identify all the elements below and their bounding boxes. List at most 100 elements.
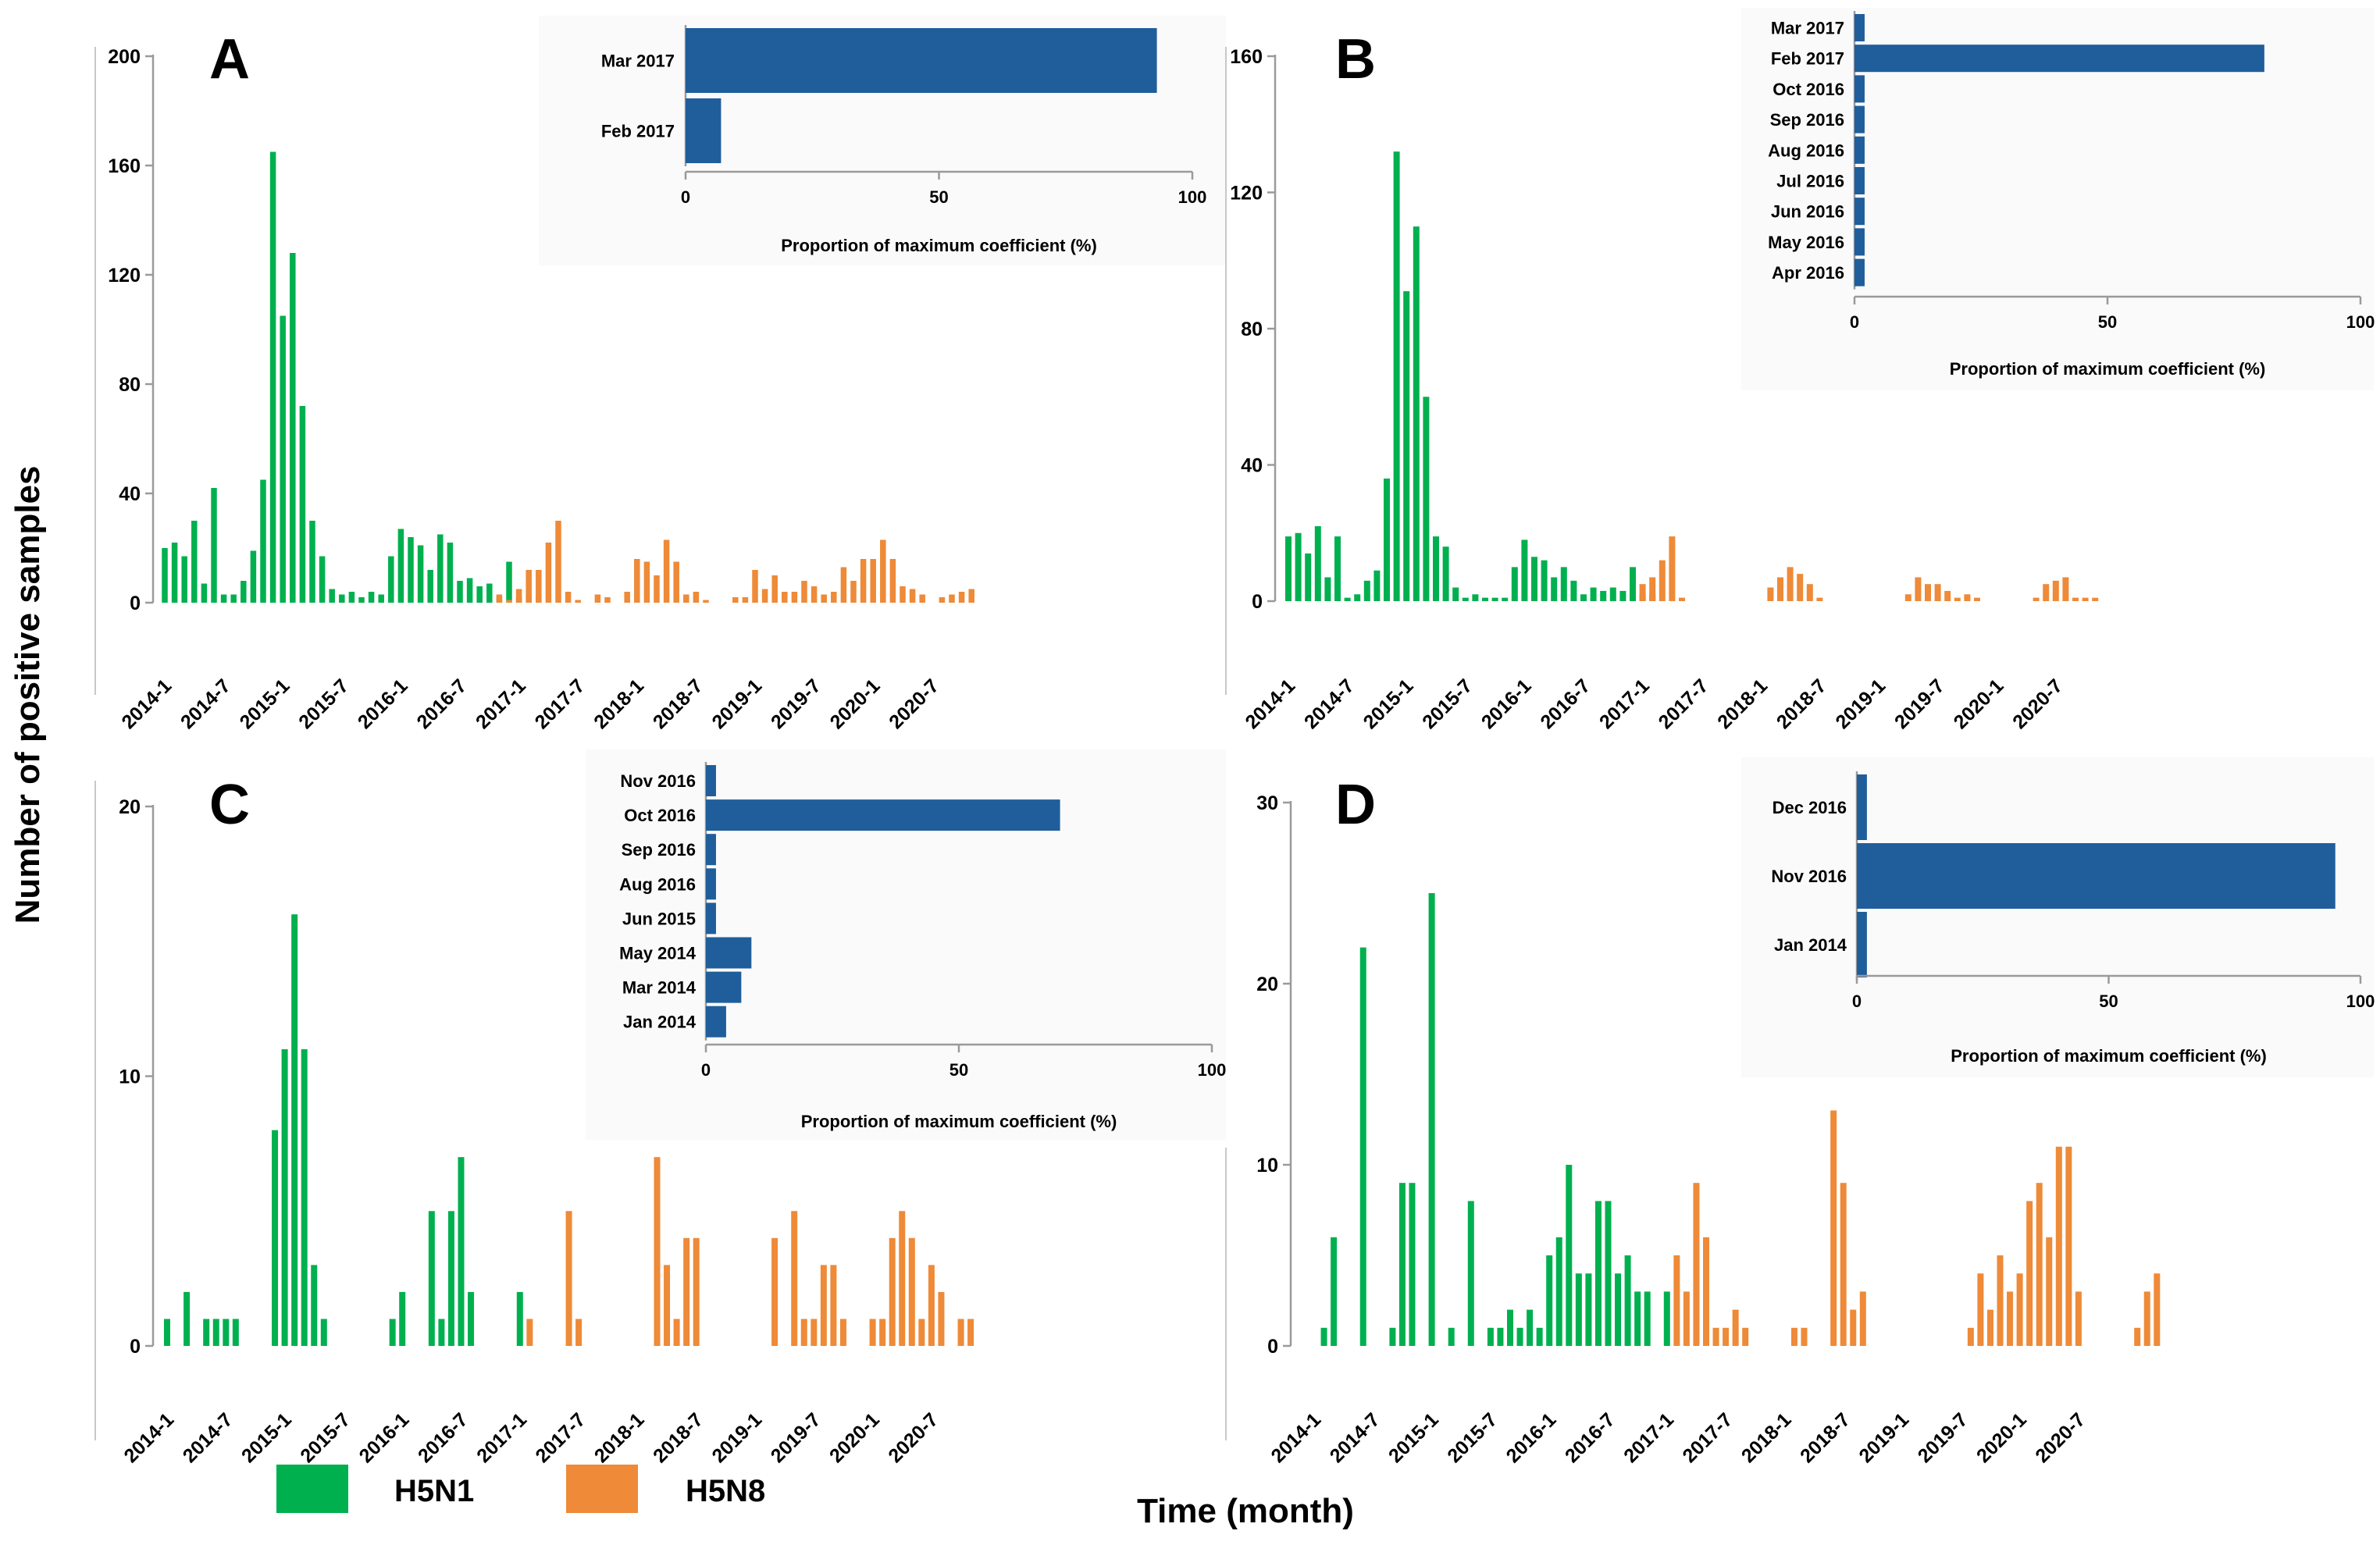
x-tick-label: 2020-7	[2031, 1408, 2090, 1467]
bar-h5n1	[1334, 536, 1341, 601]
bar-h5n8	[958, 592, 965, 603]
inset-x-tick-label: 50	[2098, 312, 2117, 332]
bar-h5n8	[1915, 577, 1922, 601]
inset-category-label: Jul 2016	[1776, 172, 1844, 191]
bar-h5n1	[311, 1265, 318, 1346]
y-tick-label: 20	[119, 796, 141, 818]
bar-h5n1	[319, 556, 326, 603]
inset-bar	[1857, 912, 1867, 977]
x-tick-label: 2020-1	[826, 675, 885, 733]
bar-h5n1	[1462, 597, 1469, 601]
inset-bar	[1857, 774, 1867, 840]
bar-h5n8	[1787, 567, 1794, 602]
inset-category-label: Oct 2016	[1773, 80, 1844, 99]
bar-h5n8	[654, 1157, 661, 1346]
bar-h5n8	[2075, 1291, 2082, 1346]
bar-h5n8	[555, 521, 561, 603]
bar-h5n8	[545, 543, 552, 603]
x-tick-label: 2020-7	[885, 675, 943, 733]
bar-h5n1	[1560, 567, 1567, 602]
bar-h5n1	[212, 1319, 219, 1346]
y-tick-label: 40	[119, 483, 141, 505]
bar-h5n8	[761, 589, 768, 603]
bar-h5n8	[811, 1319, 818, 1346]
inset-category-label: Feb 2017	[1771, 49, 1844, 69]
bar-h5n1	[1570, 580, 1577, 601]
inset-bar	[706, 868, 716, 900]
y-tick-label: 200	[108, 46, 141, 68]
panel-letter: B	[1335, 28, 1376, 91]
bar-h5n1	[1541, 560, 1548, 601]
x-tick-label: 2020-7	[884, 1408, 942, 1467]
y-tick-label: 0	[1252, 591, 1263, 613]
bar-h5n8	[683, 1237, 690, 1346]
bar-h5n8	[1693, 1183, 1700, 1346]
bar-h5n1	[428, 1211, 435, 1346]
bar-h5n1	[1615, 1273, 1622, 1346]
bar-h5n1	[203, 1319, 210, 1346]
bar-h5n8	[949, 594, 955, 603]
bar-h5n8	[918, 1319, 925, 1346]
bar-h5n8	[889, 1237, 896, 1346]
bar-h5n8	[957, 1319, 964, 1346]
bar-h5n8	[1801, 1327, 1808, 1346]
inset-x-tick-label: 100	[1198, 1060, 1227, 1080]
inset-bar	[1854, 105, 1865, 133]
bar-h5n8	[1816, 597, 1823, 601]
bar-h5n8	[575, 1319, 583, 1346]
bar-h5n8	[2052, 580, 2059, 601]
bar-h5n8	[2036, 1183, 2043, 1346]
bar-h5n1	[417, 545, 424, 603]
bar-h5n1	[339, 594, 345, 603]
bar-h5n1	[250, 550, 257, 603]
x-tick-label: 2014-7	[1326, 1408, 1384, 1467]
bar-h5n8	[1683, 1291, 1690, 1346]
x-tick-label: 2015-7	[296, 1408, 355, 1467]
bar-h5n8	[1659, 560, 1666, 601]
bar-h5n1	[1502, 597, 1509, 601]
bar-h5n8	[2092, 597, 2099, 601]
bar-h5n8	[831, 592, 837, 603]
bar-h5n1	[1531, 557, 1537, 601]
x-tick-label: 2014-1	[1241, 675, 1299, 733]
inset-x-axis-title: Proportion of maximum coefficient (%)	[781, 236, 1097, 255]
inset-category-label: Jan 2014	[1774, 935, 1847, 955]
y-tick-label: 20	[1256, 974, 1278, 995]
bar-h5n8	[1944, 590, 1951, 601]
inset-category-label: Jan 2014	[623, 1013, 697, 1032]
y-tick-label: 0	[1267, 1336, 1278, 1358]
x-tick-label: 2017-1	[1619, 1408, 1678, 1467]
bar-h5n1	[1516, 1327, 1523, 1346]
bar-h5n8	[664, 1265, 671, 1346]
x-tick-label: 2018-1	[1737, 1408, 1796, 1467]
inset-bar	[1854, 14, 1865, 41]
bar-h5n1	[299, 406, 306, 603]
bar-h5n8	[594, 594, 601, 603]
inset-x-tick-label: 100	[1178, 187, 1207, 207]
inset-category-label: Dec 2016	[1773, 798, 1847, 817]
inset-category-label: Nov 2016	[1771, 867, 1847, 886]
inset-x-axis-title: Proportion of maximum coefficient (%)	[801, 1112, 1117, 1131]
bar-h5n8	[1790, 1327, 1797, 1346]
inset-chart: Dec 2016 Nov 2016 Jan 2014 0 50 100 Proportion…	[1771, 771, 2375, 1066]
bar-h5n1	[1433, 536, 1439, 601]
bar-h5n8	[850, 581, 857, 603]
bar-h5n1	[358, 597, 365, 603]
bar-h5n1	[1609, 587, 1616, 601]
bar-h5n1	[1497, 1327, 1504, 1346]
inset-category-label: Jun 2016	[1771, 202, 1844, 222]
bar-h5n1	[1536, 1327, 1543, 1346]
bar-h5n1	[1624, 1255, 1631, 1346]
bar-h5n8	[742, 597, 749, 603]
bar-h5n8	[2007, 1291, 2014, 1346]
x-tick-label: 2016-7	[1561, 1408, 1619, 1467]
y-tick-label: 40	[1241, 455, 1263, 477]
inset-bar	[1854, 167, 1865, 194]
bar-h5n8	[1997, 1255, 2004, 1346]
bar-h5n8	[634, 559, 640, 603]
inset-category-label: Jun 2015	[622, 909, 696, 928]
bar-h5n8	[1986, 1309, 1993, 1346]
